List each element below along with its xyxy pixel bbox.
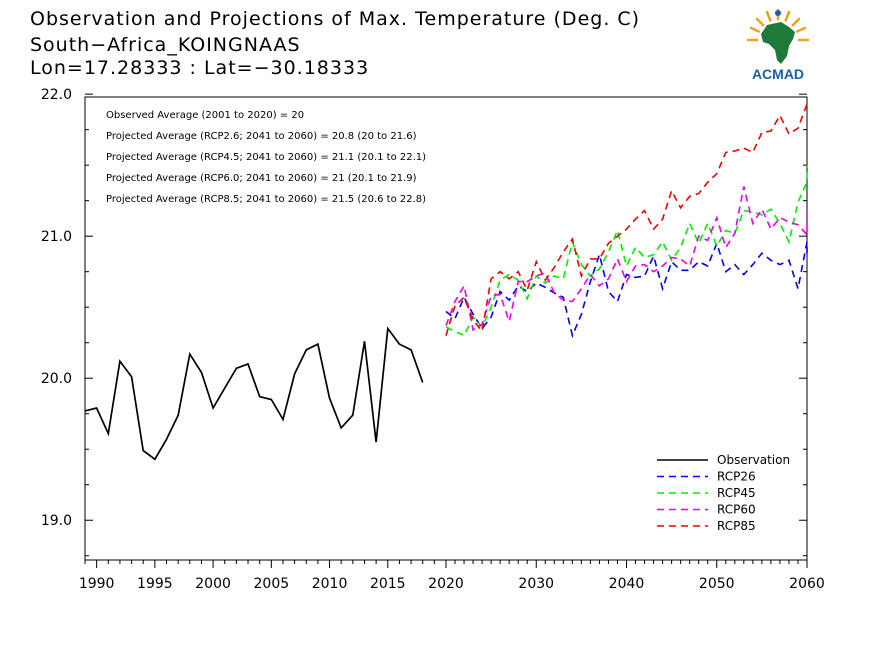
legend-label: RCP26: [717, 470, 756, 484]
x-tick-label: 1990: [79, 576, 115, 592]
legend-label: RCP85: [717, 519, 756, 533]
series-rcp85-line: [445, 103, 808, 336]
logo-text: ACMAD: [752, 66, 804, 82]
annotation-line: Projected Average (RCP2.6; 2041 to 2060)…: [106, 131, 417, 142]
coordinates-subtitle: Lon=17.28333 : Lat=−30.18333: [30, 57, 370, 79]
location-subtitle: South−Africa_KOINGNAAS: [30, 34, 301, 56]
x-tick-label: 2040: [609, 576, 645, 592]
x-tick-label: 2015: [370, 576, 406, 592]
legend: Observation RCP26 RCP45 RCP60 RCP85: [657, 453, 790, 533]
africa-map-logo-icon: ACMAD: [746, 8, 810, 82]
series-observation-line: [84, 326, 424, 461]
legend-label: RCP60: [717, 503, 756, 517]
x-tick-label: 2000: [195, 576, 231, 592]
series-group: [84, 103, 808, 461]
annotation-block: Observed Average (2001 to 2020) = 20 Proj…: [106, 110, 426, 205]
axes: 19.0 20.0 21.0 22.0 1990 1995 2000 2005 2010 2015…: [41, 87, 825, 592]
plot-frame: [84, 96, 808, 561]
y-tick-label: 22.0: [41, 87, 72, 103]
series-rcp45-line: [445, 165, 808, 337]
y-tick-label: 20.0: [41, 371, 72, 387]
x-tick-label: 2005: [254, 576, 290, 592]
series-rcp26-line: [445, 240, 808, 339]
annotation-line: Projected Average (RCP6.0; 2041 to 2060)…: [106, 173, 417, 184]
x-tick-label: 2060: [789, 576, 825, 592]
y-tick-label: 19.0: [41, 513, 72, 529]
legend-label: Observation: [717, 453, 790, 467]
series-rcp60-line: [445, 186, 808, 332]
y-tick-label: 21.0: [41, 229, 72, 245]
x-tick-label: 1995: [137, 576, 173, 592]
acmad-logo: ACMAD: [737, 8, 819, 82]
x-tick-label: 2050: [699, 576, 735, 592]
annotation-line: Observed Average (2001 to 2020) = 20: [106, 110, 304, 121]
annotation-line: Projected Average (RCP8.5; 2041 to 2060)…: [106, 194, 426, 205]
x-tick-label: 2010: [312, 576, 348, 592]
legend-label: RCP45: [717, 486, 756, 500]
annotation-line: Projected Average (RCP4.5; 2041 to 2060)…: [106, 152, 426, 163]
x-tick-label: 2020: [428, 576, 464, 592]
chart-title: Observation and Projections of Max. Temp…: [30, 8, 641, 30]
x-tick-label: 2030: [518, 576, 554, 592]
